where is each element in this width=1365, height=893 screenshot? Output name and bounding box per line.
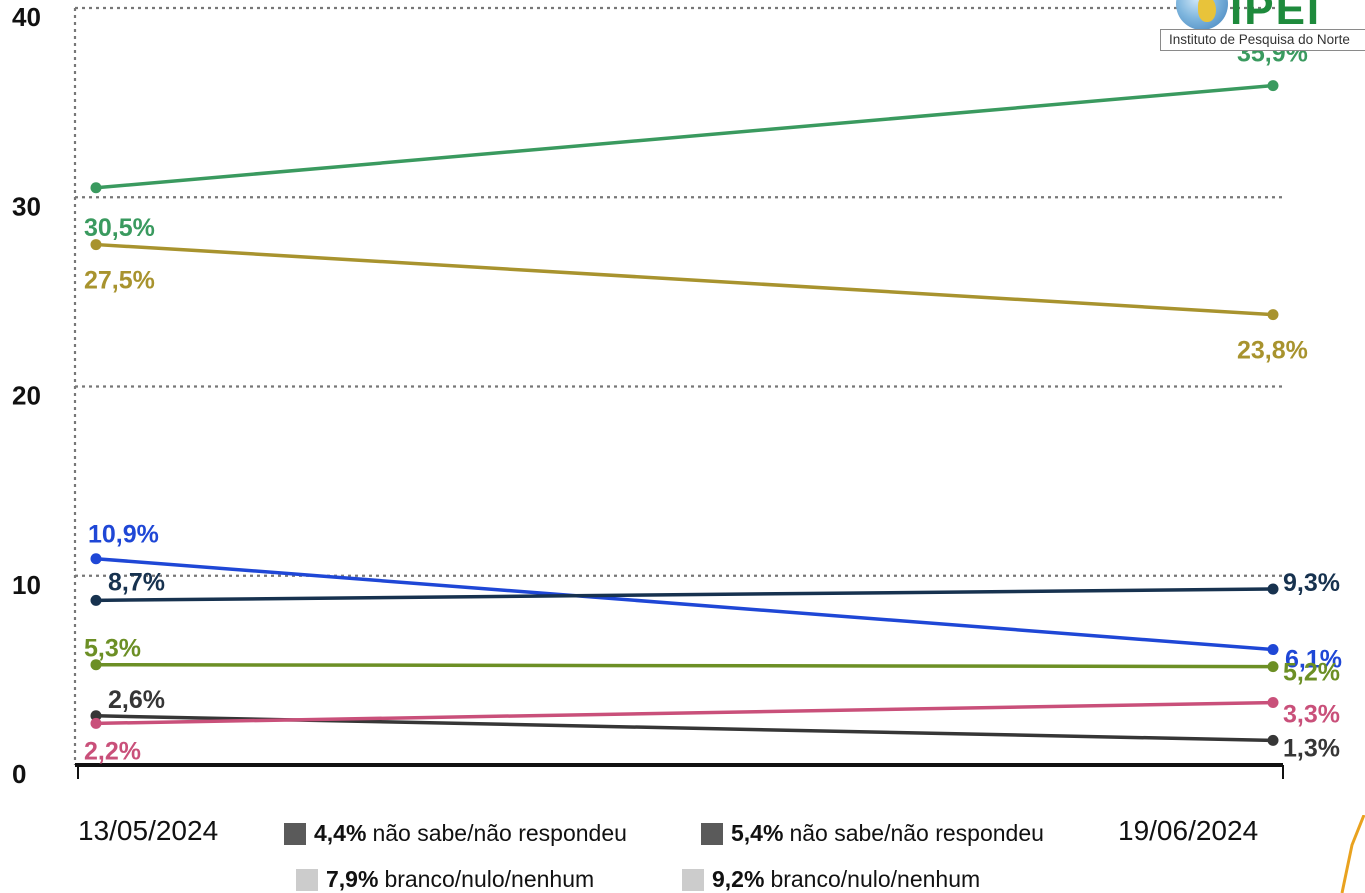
data-label: 3,3% bbox=[1283, 701, 1340, 729]
y-tick-label: 30 bbox=[12, 191, 41, 221]
data-point bbox=[1267, 80, 1279, 92]
logo-text: IPEI bbox=[1230, 0, 1322, 34]
series-lines bbox=[90, 80, 1279, 746]
data-label: 2,2% bbox=[84, 737, 141, 765]
data-point bbox=[1267, 697, 1279, 709]
ipen-logo: IPEI Instituto de Pesquisa do Norte bbox=[1160, 0, 1365, 52]
data-point bbox=[90, 659, 102, 671]
data-label: 23,8% bbox=[1237, 337, 1308, 365]
data-label: 2,6% bbox=[108, 686, 165, 714]
legend-swatch bbox=[701, 822, 723, 845]
legend-swatch bbox=[296, 868, 318, 891]
legend-percent: 4,4% bbox=[314, 820, 367, 846]
data-label: 6,1% bbox=[1285, 646, 1342, 674]
data-point bbox=[90, 594, 102, 606]
data-label: 30,5% bbox=[84, 214, 155, 242]
data-label: 10,9% bbox=[88, 521, 159, 549]
legend-item: 7,9% branco/nulo/nenhum bbox=[296, 866, 594, 893]
y-tick-label: 40 bbox=[12, 2, 41, 32]
data-point bbox=[1267, 309, 1279, 321]
data-point bbox=[90, 710, 102, 722]
data-point bbox=[90, 182, 102, 194]
legend-text: não sabe/não respondeu bbox=[789, 820, 1044, 846]
decorative-stroke bbox=[1340, 815, 1365, 893]
legend-percent: 5,4% bbox=[731, 820, 784, 846]
data-label: 5,2% bbox=[1283, 659, 1340, 687]
series-line bbox=[95, 700, 1274, 726]
gridlines bbox=[75, 6, 1283, 577]
data-label: 27,5% bbox=[84, 267, 155, 295]
logo-subtitle: Instituto de Pesquisa do Norte bbox=[1160, 29, 1365, 51]
data-label: 5,3% bbox=[84, 635, 141, 663]
legend-item: 9,2% branco/nulo/nenhum bbox=[682, 866, 980, 893]
data-point bbox=[90, 717, 102, 729]
y-tick-label: 10 bbox=[12, 570, 41, 600]
legend-percent: 9,2% bbox=[712, 866, 765, 892]
axes bbox=[73, 8, 1284, 779]
legend-percent: 7,9% bbox=[326, 866, 379, 892]
x-tick-label: 13/05/2024 bbox=[78, 815, 218, 846]
data-labels: 30,5%35,9%27,5%23,8%10,9%6,1%8,7% 9,3%5,3… bbox=[84, 40, 1342, 766]
data-label: 9,3% bbox=[1283, 569, 1340, 597]
data-point bbox=[1267, 644, 1279, 656]
legend-text: não sabe/não respondeu bbox=[372, 820, 627, 846]
series-line bbox=[95, 556, 1274, 652]
data-point bbox=[90, 553, 102, 565]
data-point bbox=[1267, 583, 1279, 595]
data-label: 8,7% bbox=[108, 568, 165, 596]
series-line bbox=[95, 662, 1274, 669]
legend-text: branco/nulo/nenhum bbox=[384, 866, 595, 892]
legend-swatch bbox=[682, 868, 704, 891]
series-line bbox=[95, 83, 1274, 190]
y-axis-ticks: 0 10 20 30 40 bbox=[12, 2, 41, 789]
series-line bbox=[95, 242, 1274, 317]
data-point bbox=[90, 239, 102, 251]
data-point bbox=[1267, 734, 1279, 746]
legend-item: 4,4% não sabe/não respondeu bbox=[284, 820, 627, 847]
globe-icon bbox=[1176, 0, 1228, 30]
series-line bbox=[95, 587, 1274, 603]
x-tick-label: 19/06/2024 bbox=[1118, 815, 1258, 846]
y-tick-label: 0 bbox=[12, 759, 26, 789]
legend-swatch bbox=[284, 822, 306, 845]
x-axis-ticks: 13/05/2024 19/06/2024 bbox=[78, 815, 1258, 846]
legend-item: 5,4% não sabe/não respondeu bbox=[701, 820, 1044, 847]
y-tick-label: 20 bbox=[12, 381, 41, 411]
data-point bbox=[1267, 661, 1279, 673]
data-label: 1,3% bbox=[1283, 734, 1340, 762]
legend-text: branco/nulo/nenhum bbox=[770, 866, 981, 892]
